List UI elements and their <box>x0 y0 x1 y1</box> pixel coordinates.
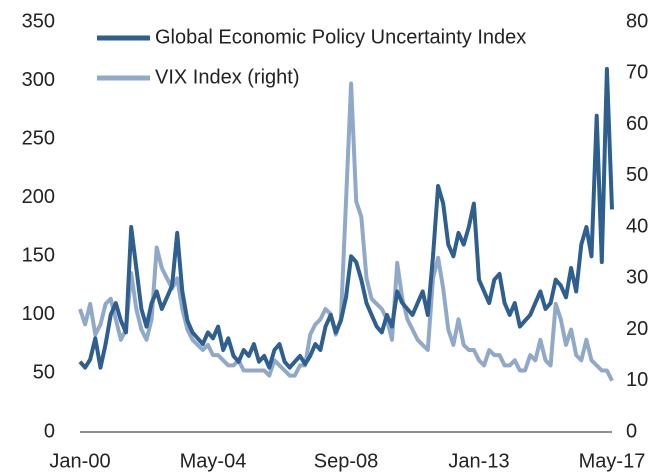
y2-tick-label: 0 <box>626 420 637 442</box>
y2-tick-label: 80 <box>626 10 648 32</box>
y-tick-label: 100 <box>22 303 55 325</box>
y-tick-label: 350 <box>22 10 55 32</box>
y2-tick-label: 30 <box>626 267 648 289</box>
y-tick-label: 250 <box>22 127 55 149</box>
series-line <box>78 81 614 382</box>
y2-tick-label: 50 <box>626 164 648 186</box>
y2-tick-label: 70 <box>626 62 648 84</box>
x-tick-label: May-04 <box>180 450 247 472</box>
y-tick-label: 150 <box>22 245 55 267</box>
y-tick-label: 0 <box>44 420 55 442</box>
legend-label: VIX Index (right) <box>155 66 300 88</box>
x-tick-label: Jan-00 <box>49 450 110 472</box>
y2-tick-label: 10 <box>626 369 648 391</box>
x-tick-label: Jan-13 <box>448 450 509 472</box>
y2-tick-label: 40 <box>626 215 648 237</box>
y2-tick-label: 60 <box>626 113 648 135</box>
y-tick-label: 200 <box>22 186 55 208</box>
legend-label: Global Economic Policy Uncertainty Index <box>155 26 526 48</box>
series-line <box>78 66 614 370</box>
y-tick-label: 50 <box>33 362 55 384</box>
y-tick-label: 300 <box>22 69 55 91</box>
x-tick-label: May-17 <box>579 450 646 472</box>
y2-tick-label: 20 <box>626 318 648 340</box>
x-tick-label: Sep-08 <box>314 450 379 472</box>
